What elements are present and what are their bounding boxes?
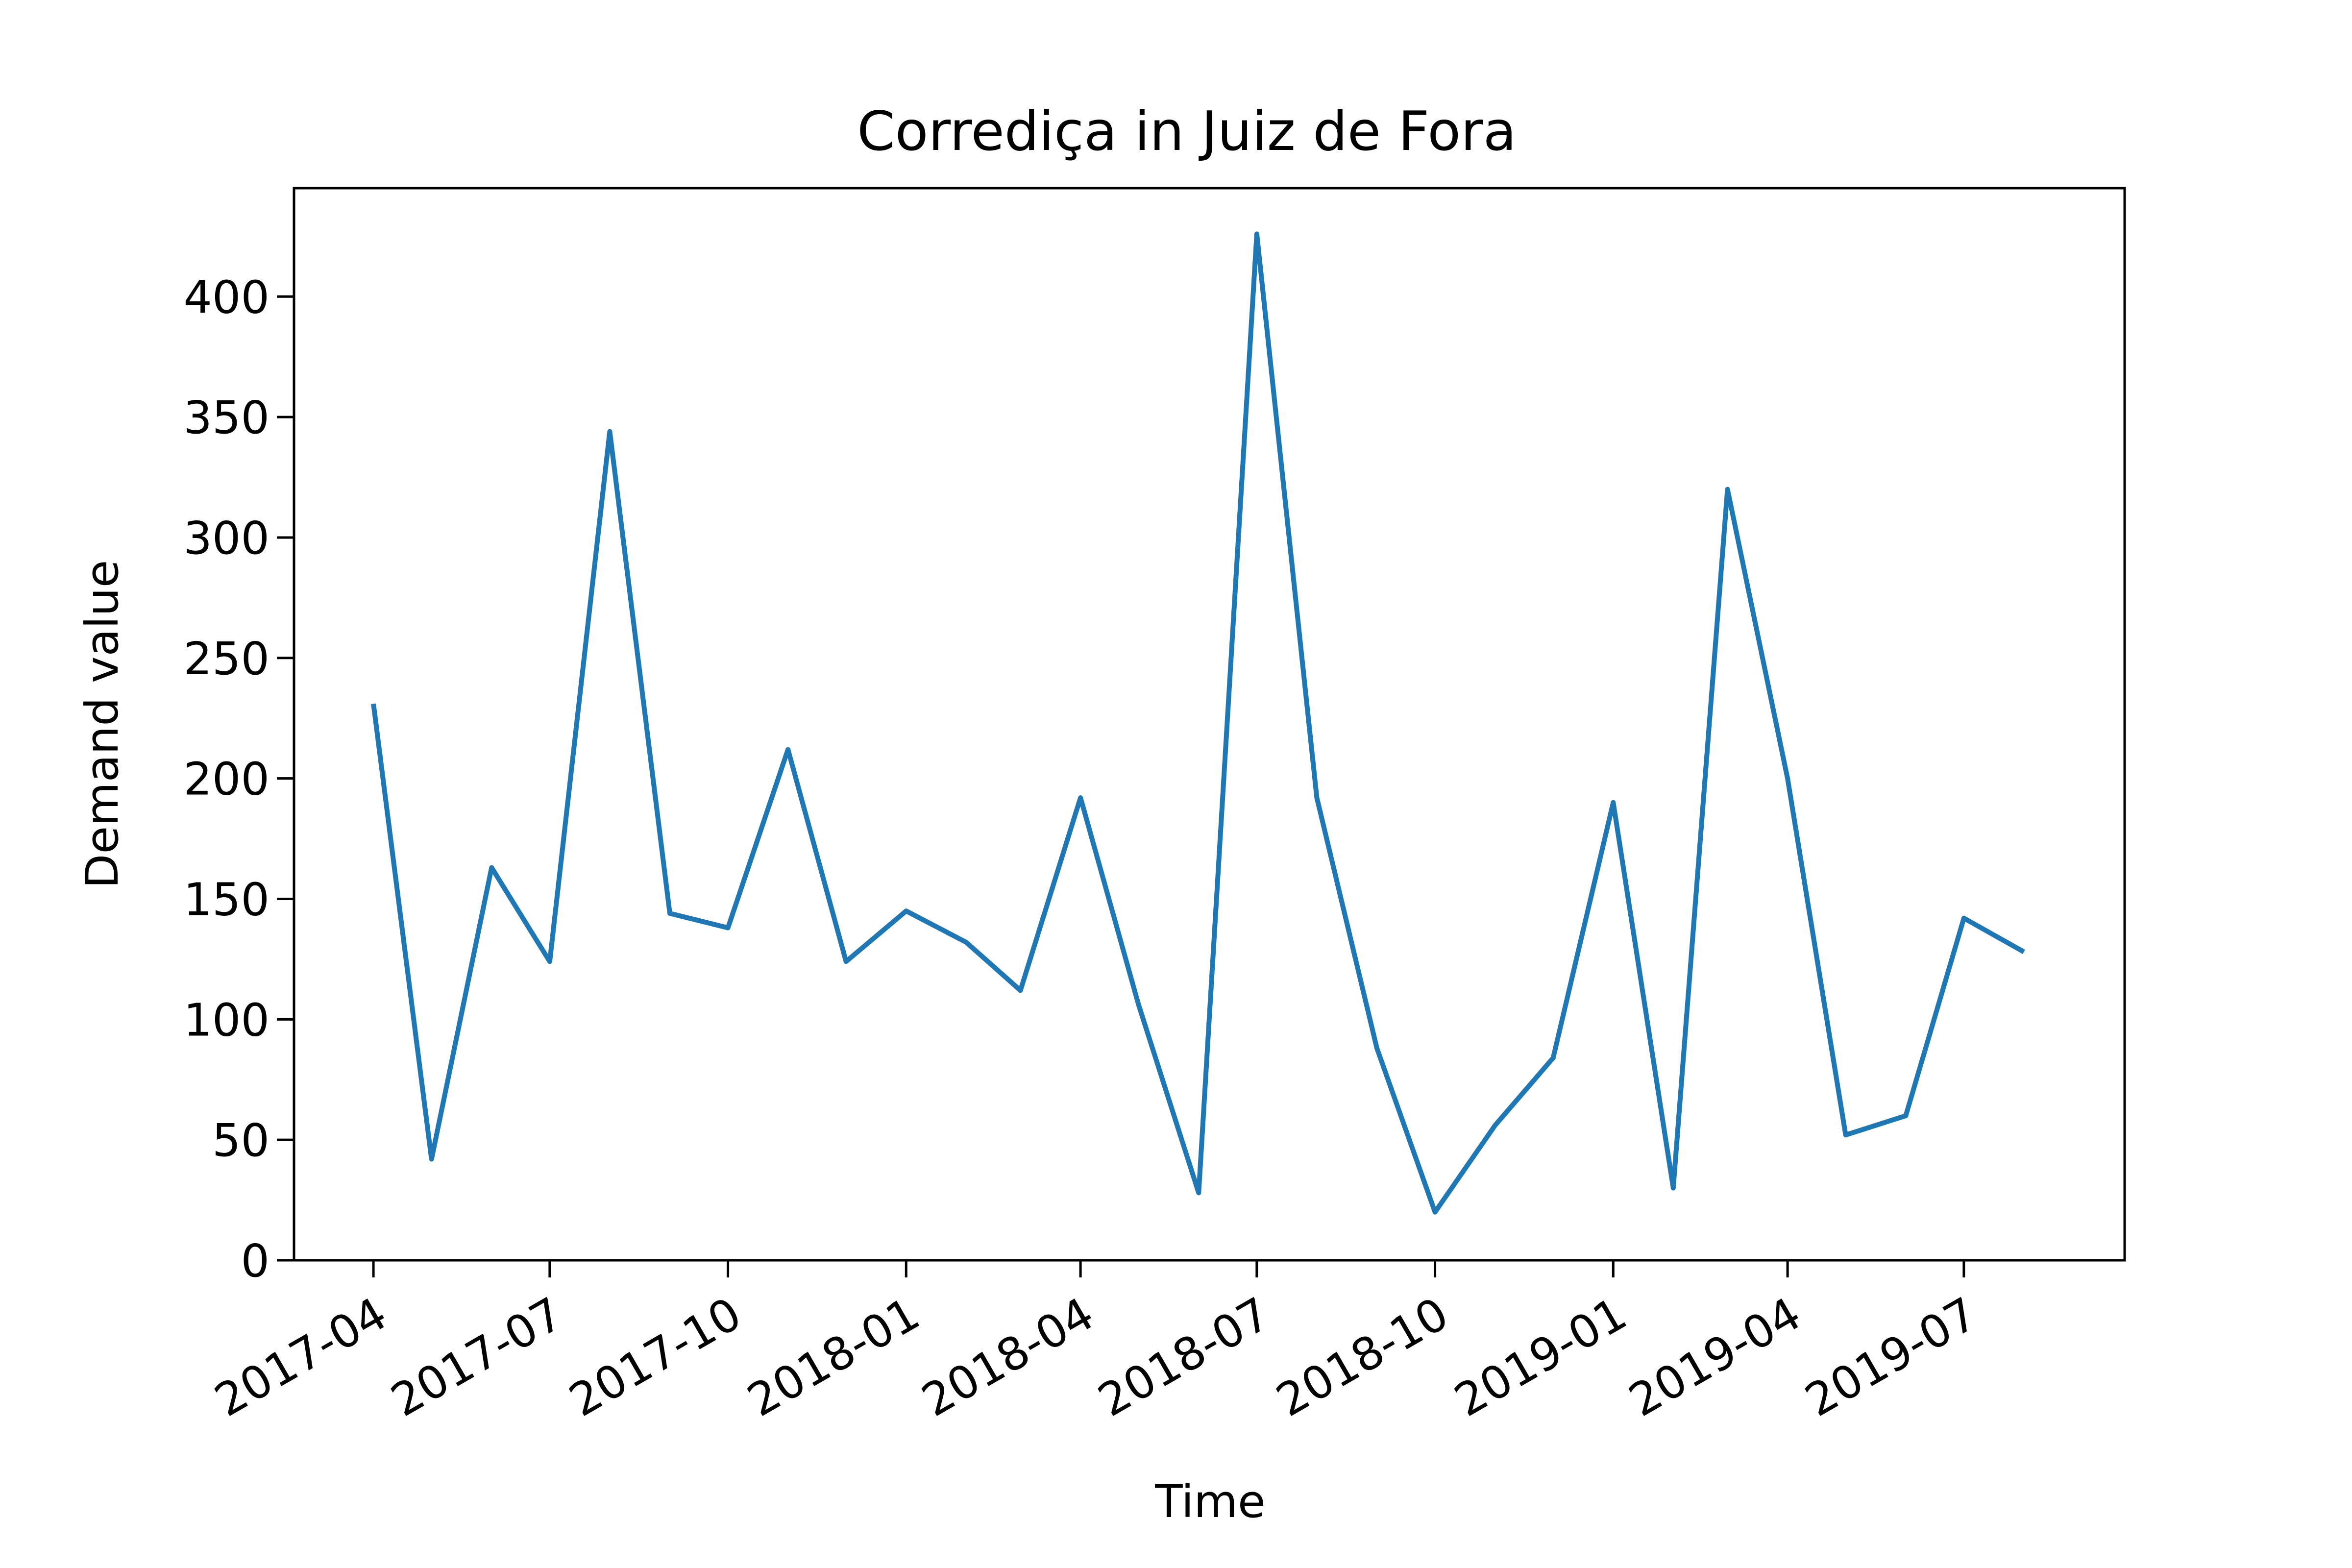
y-tick-label: 400	[183, 271, 270, 323]
chart-title: Corrediça in Juiz de Fora	[857, 100, 1517, 163]
y-tick-label: 300	[183, 512, 270, 564]
x-tick-label: 2019-01	[1446, 1287, 1635, 1427]
y-tick-label: 50	[212, 1114, 270, 1167]
x-tick-label: 2019-07	[1796, 1287, 1985, 1427]
y-tick-label: 200	[183, 753, 270, 806]
y-tick-label: 150	[183, 873, 270, 926]
plot-frame	[293, 187, 2126, 1262]
plot-series	[371, 231, 2025, 1215]
y-tick-label: 100	[183, 994, 270, 1046]
series-line	[371, 231, 2025, 1215]
y-axis: 0 50 100 150 200 250 300 350 400	[183, 271, 294, 1287]
x-tick-label: 2019-04	[1620, 1287, 1810, 1427]
x-tick-label: 2018-01	[739, 1287, 928, 1427]
x-tick-label: 2018-04	[913, 1287, 1102, 1427]
y-tick-label: 250	[183, 633, 270, 685]
x-axis: 2017-042017-072017-102018-012018-042018-…	[206, 1260, 1986, 1427]
x-tick-label: 2017-07	[382, 1287, 571, 1427]
y-axis-label: Demand value	[76, 560, 128, 889]
x-tick-label: 2017-04	[206, 1287, 395, 1427]
y-tick-label: 0	[241, 1235, 270, 1287]
x-axis-label: Time	[1154, 1475, 1265, 1528]
y-tick-label: 350	[183, 392, 270, 444]
x-tick-label: 2017-10	[561, 1287, 750, 1427]
x-tick-label: 2018-10	[1268, 1287, 1457, 1427]
x-tick-label: 2018-07	[1089, 1287, 1278, 1427]
